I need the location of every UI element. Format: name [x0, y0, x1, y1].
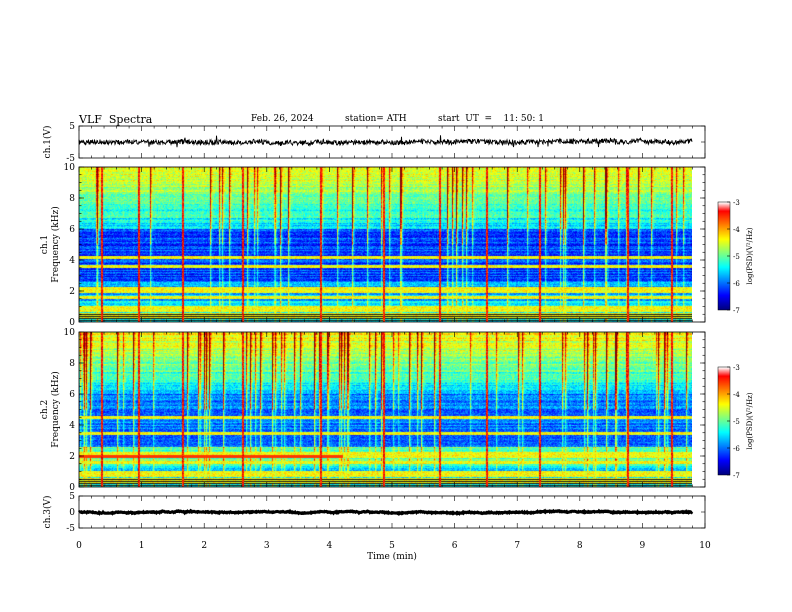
ch3-waveform-y-tick-label: -5 — [66, 524, 75, 534]
x-tick-label: 8 — [577, 541, 583, 551]
ch2-spectrogram-y-tick-label: 8 — [69, 359, 75, 369]
ch2-spectrogram-colorbar-label: log(PSD)(V²/Hz) — [746, 392, 754, 449]
ch1-spectrogram-colorbar-label: log(PSD)(V²/Hz) — [746, 227, 754, 284]
x-tick-label: 6 — [452, 541, 458, 551]
x-tick-label: 0 — [76, 541, 82, 551]
ch3-waveform-ylabel: ch.3(V) — [42, 496, 53, 529]
ch1-spectrogram-ylabel: Frequency (kHz) — [50, 206, 61, 283]
x-tick-label: 1 — [139, 541, 145, 551]
ch1-waveform-y-tick-label: -5 — [66, 154, 75, 164]
ch2-spectrogram-colorbar-tick-label: -5 — [733, 418, 740, 426]
ch1-waveform-x-ticks — [78, 126, 706, 158]
date-label: Feb. 26, 2024 — [251, 114, 314, 124]
ch2-spectrogram-y-tick-label: 10 — [64, 328, 76, 338]
ch2-spectrogram-colorbar-tick-label: -7 — [733, 472, 740, 480]
ch2-spectrogram-y-tick-label: 0 — [69, 483, 75, 493]
page-title: VLF Spectra — [79, 113, 153, 126]
ch2-spectrogram-image — [79, 332, 692, 487]
ch1-spectrogram-y-tick-label: 2 — [69, 287, 75, 297]
ch2-spectrogram-colorbar-tick-label: -6 — [733, 445, 740, 453]
ch1-spectrogram-y-ticks — [79, 166, 705, 323]
ch2-spectrogram-y-tick-label: 6 — [69, 390, 75, 400]
ch2-spectrogram-y-tick-label: 4 — [69, 421, 75, 431]
ch3-waveform-y-tick-label: 0 — [69, 508, 75, 518]
x-tick-label: 4 — [327, 541, 333, 551]
ch1-waveform-trace — [78, 135, 693, 148]
ch1-spectrogram-y-tick-label: 6 — [69, 225, 75, 235]
ch3-waveform-trace — [77, 508, 694, 516]
x-axis-label: Time (min) — [367, 551, 417, 562]
ch1-spectrogram-image — [79, 167, 692, 322]
ch1-spectrogram-colorbar-tick-label: -7 — [733, 307, 740, 315]
ch2-spectrogram-ylabel: Frequency (kHz) — [50, 371, 61, 448]
ch1-waveform-ylabel: ch.1(V) — [42, 126, 53, 159]
ch2-spectrogram-x-ticks — [78, 332, 706, 487]
ch1-spectrogram-colorbar-tick-label: -5 — [733, 253, 740, 261]
x-tick-label: 3 — [264, 541, 270, 551]
ch2-spectrogram-channel-label: ch.2 — [40, 400, 50, 419]
x-tick-label: 5 — [389, 541, 395, 551]
ch3-waveform-y-tick-label: 5 — [69, 492, 75, 502]
station-label: station= ATH — [345, 114, 407, 124]
ch1-spectrogram-y-tick-label: 8 — [69, 194, 75, 204]
ch1-spectrogram-channel-label: ch.1 — [40, 235, 50, 254]
x-tick-label: 2 — [201, 541, 207, 551]
ch1-waveform-y-tick-label: 5 — [69, 122, 75, 132]
ch2-spectrogram-colorbar-tick-label: -3 — [733, 364, 740, 372]
ch1-spectrogram-colorbar-tick-label: -3 — [733, 199, 740, 207]
ch3-waveform-x-ticks — [78, 496, 706, 528]
ch2-spectrogram-colorbar-tick-label: -4 — [733, 391, 740, 399]
ch2-spectrogram-y-tick-label: 2 — [69, 452, 75, 462]
ch1-spectrogram-y-tick-label: 10 — [64, 163, 76, 173]
ch1-spectrogram-colorbar-tick-label: -6 — [733, 280, 740, 288]
x-tick-label: 7 — [514, 541, 520, 551]
ch1-spectrogram-y-tick-label: 4 — [69, 256, 75, 266]
ch1-spectrogram-colorbar-tick-label: -4 — [733, 226, 740, 234]
x-tick-label: 10 — [699, 541, 711, 551]
x-tick-label: 9 — [640, 541, 646, 551]
start-ut-label: start UT = 11: 50: 1 — [438, 114, 544, 124]
ch2-spectrogram-y-ticks — [79, 331, 705, 488]
ch1-spectrogram-y-tick-label: 0 — [69, 318, 75, 328]
ch1-spectrogram-x-ticks — [78, 167, 706, 322]
